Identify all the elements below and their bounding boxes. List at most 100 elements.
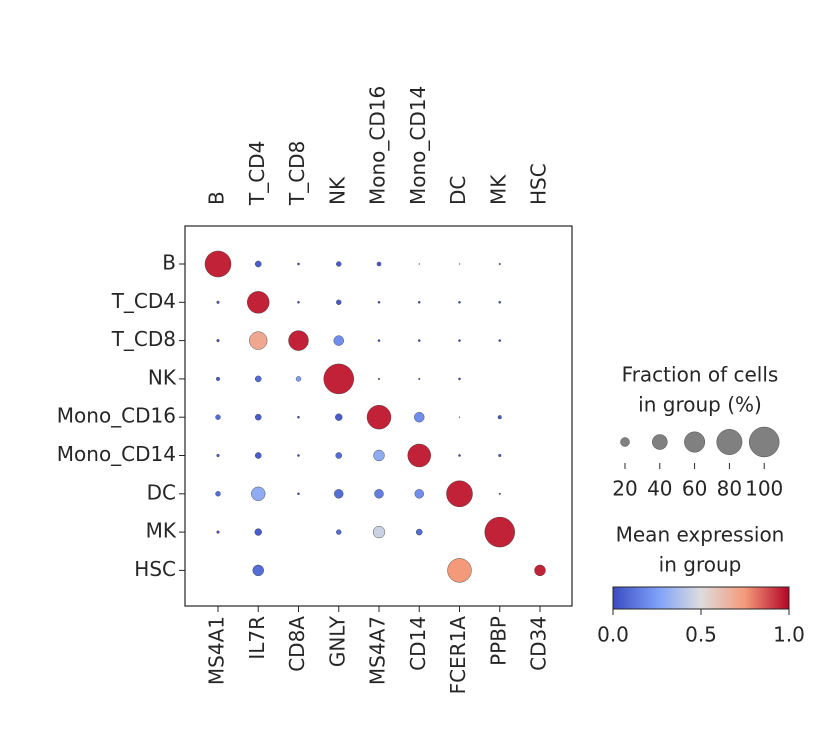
size-legend-title: in group (%) [638, 393, 762, 417]
dot [335, 413, 343, 421]
dot [458, 416, 461, 418]
x-tick-label: PPBP [486, 616, 510, 666]
size-legend-dot [749, 426, 780, 458]
y-tick-label: B [162, 251, 176, 275]
size-legend-label: 100 [745, 477, 783, 501]
dot [373, 449, 385, 462]
dot [497, 415, 502, 420]
dot [418, 263, 420, 265]
dot [336, 529, 342, 535]
dot [458, 301, 461, 304]
dot [378, 377, 380, 380]
dot [254, 260, 262, 268]
dot [336, 299, 342, 305]
dot [336, 261, 342, 267]
x-tick-label: IL7R [245, 616, 269, 660]
dot [215, 414, 221, 420]
dot [215, 376, 221, 381]
dot [498, 301, 502, 304]
gene-group-label: B [205, 191, 229, 205]
x-tick-label: CD34 [527, 616, 551, 671]
y-tick-label: NK [148, 365, 177, 389]
colorbar-label: 0.0 [597, 623, 629, 647]
dot [249, 331, 268, 350]
x-tick-label: FCER1A [446, 616, 470, 695]
dot [216, 339, 220, 343]
dot [418, 377, 421, 380]
dot [204, 250, 232, 278]
y-tick-label: DC [147, 480, 176, 504]
dot [323, 363, 354, 395]
dot [247, 291, 270, 314]
dot [254, 375, 262, 383]
gene-group-label: T_CD8 [285, 141, 309, 206]
dot [446, 480, 473, 508]
size-legend-dot [652, 434, 668, 450]
x-tick-label: GNLY [325, 615, 349, 667]
gene-group-label: Mono_CD14 [406, 86, 430, 205]
dot [252, 564, 264, 577]
gene-group-label: NK [325, 176, 349, 205]
dot [334, 489, 344, 499]
dot [458, 454, 461, 457]
dot [254, 413, 262, 421]
dot [216, 453, 220, 458]
dot [297, 492, 300, 496]
size-legend-title: Fraction of cells [622, 363, 779, 387]
x-tick-label: CD8A [285, 616, 309, 672]
y-tick-label: Mono_CD14 [57, 442, 176, 466]
dot [377, 301, 381, 304]
size-legend-label: 40 [647, 477, 672, 501]
dot [335, 452, 343, 459]
dot [417, 301, 421, 304]
dot [414, 412, 425, 423]
gene-group-label: DC [446, 176, 470, 205]
gene-group-label: Mono_CD16 [366, 86, 390, 205]
dot [295, 376, 302, 382]
y-tick-label: T_CD4 [111, 289, 176, 313]
dot [414, 489, 424, 499]
dot [216, 300, 220, 304]
dot [374, 489, 384, 499]
dot [215, 491, 221, 497]
x-tick-label: MS4A7 [366, 616, 390, 685]
y-tick-label: HSC [134, 557, 176, 581]
x-tick-label: CD14 [406, 616, 430, 671]
gene-group-label: T_CD4 [245, 141, 269, 206]
dot [254, 528, 262, 536]
dot [484, 516, 515, 548]
color-legend-title: Mean expression [616, 523, 785, 547]
y-tick-label: Mono_CD16 [57, 404, 176, 428]
dot [498, 492, 501, 495]
dot [498, 263, 501, 265]
dot [333, 335, 344, 346]
gene-group-label: HSC [527, 163, 551, 205]
dot [254, 452, 262, 459]
size-legend-dot [620, 437, 630, 447]
colorbar [612, 586, 790, 610]
size-legend-label: 60 [682, 477, 707, 501]
gene-group-label: MK [486, 174, 510, 205]
dot [377, 339, 381, 342]
dot [297, 262, 300, 266]
color-legend-title: in group [659, 553, 742, 577]
dot [251, 486, 266, 501]
dot [297, 454, 300, 457]
dot [417, 339, 421, 342]
size-legend-label: 80 [717, 477, 742, 501]
x-tick-label: MS4A1 [205, 616, 229, 685]
dot [458, 339, 461, 342]
dot [297, 415, 300, 419]
y-tick-label: T_CD8 [111, 327, 176, 351]
dot [216, 530, 220, 534]
size-legend-dot [716, 429, 743, 455]
y-tick-label: MK [146, 519, 177, 543]
dot [458, 377, 461, 381]
dot [498, 339, 502, 342]
colorbar-label: 0.5 [685, 623, 717, 647]
size-legend-label: 20 [612, 477, 637, 501]
colorbar-label: 1.0 [773, 623, 805, 647]
dot [407, 443, 431, 468]
dot [372, 525, 386, 539]
